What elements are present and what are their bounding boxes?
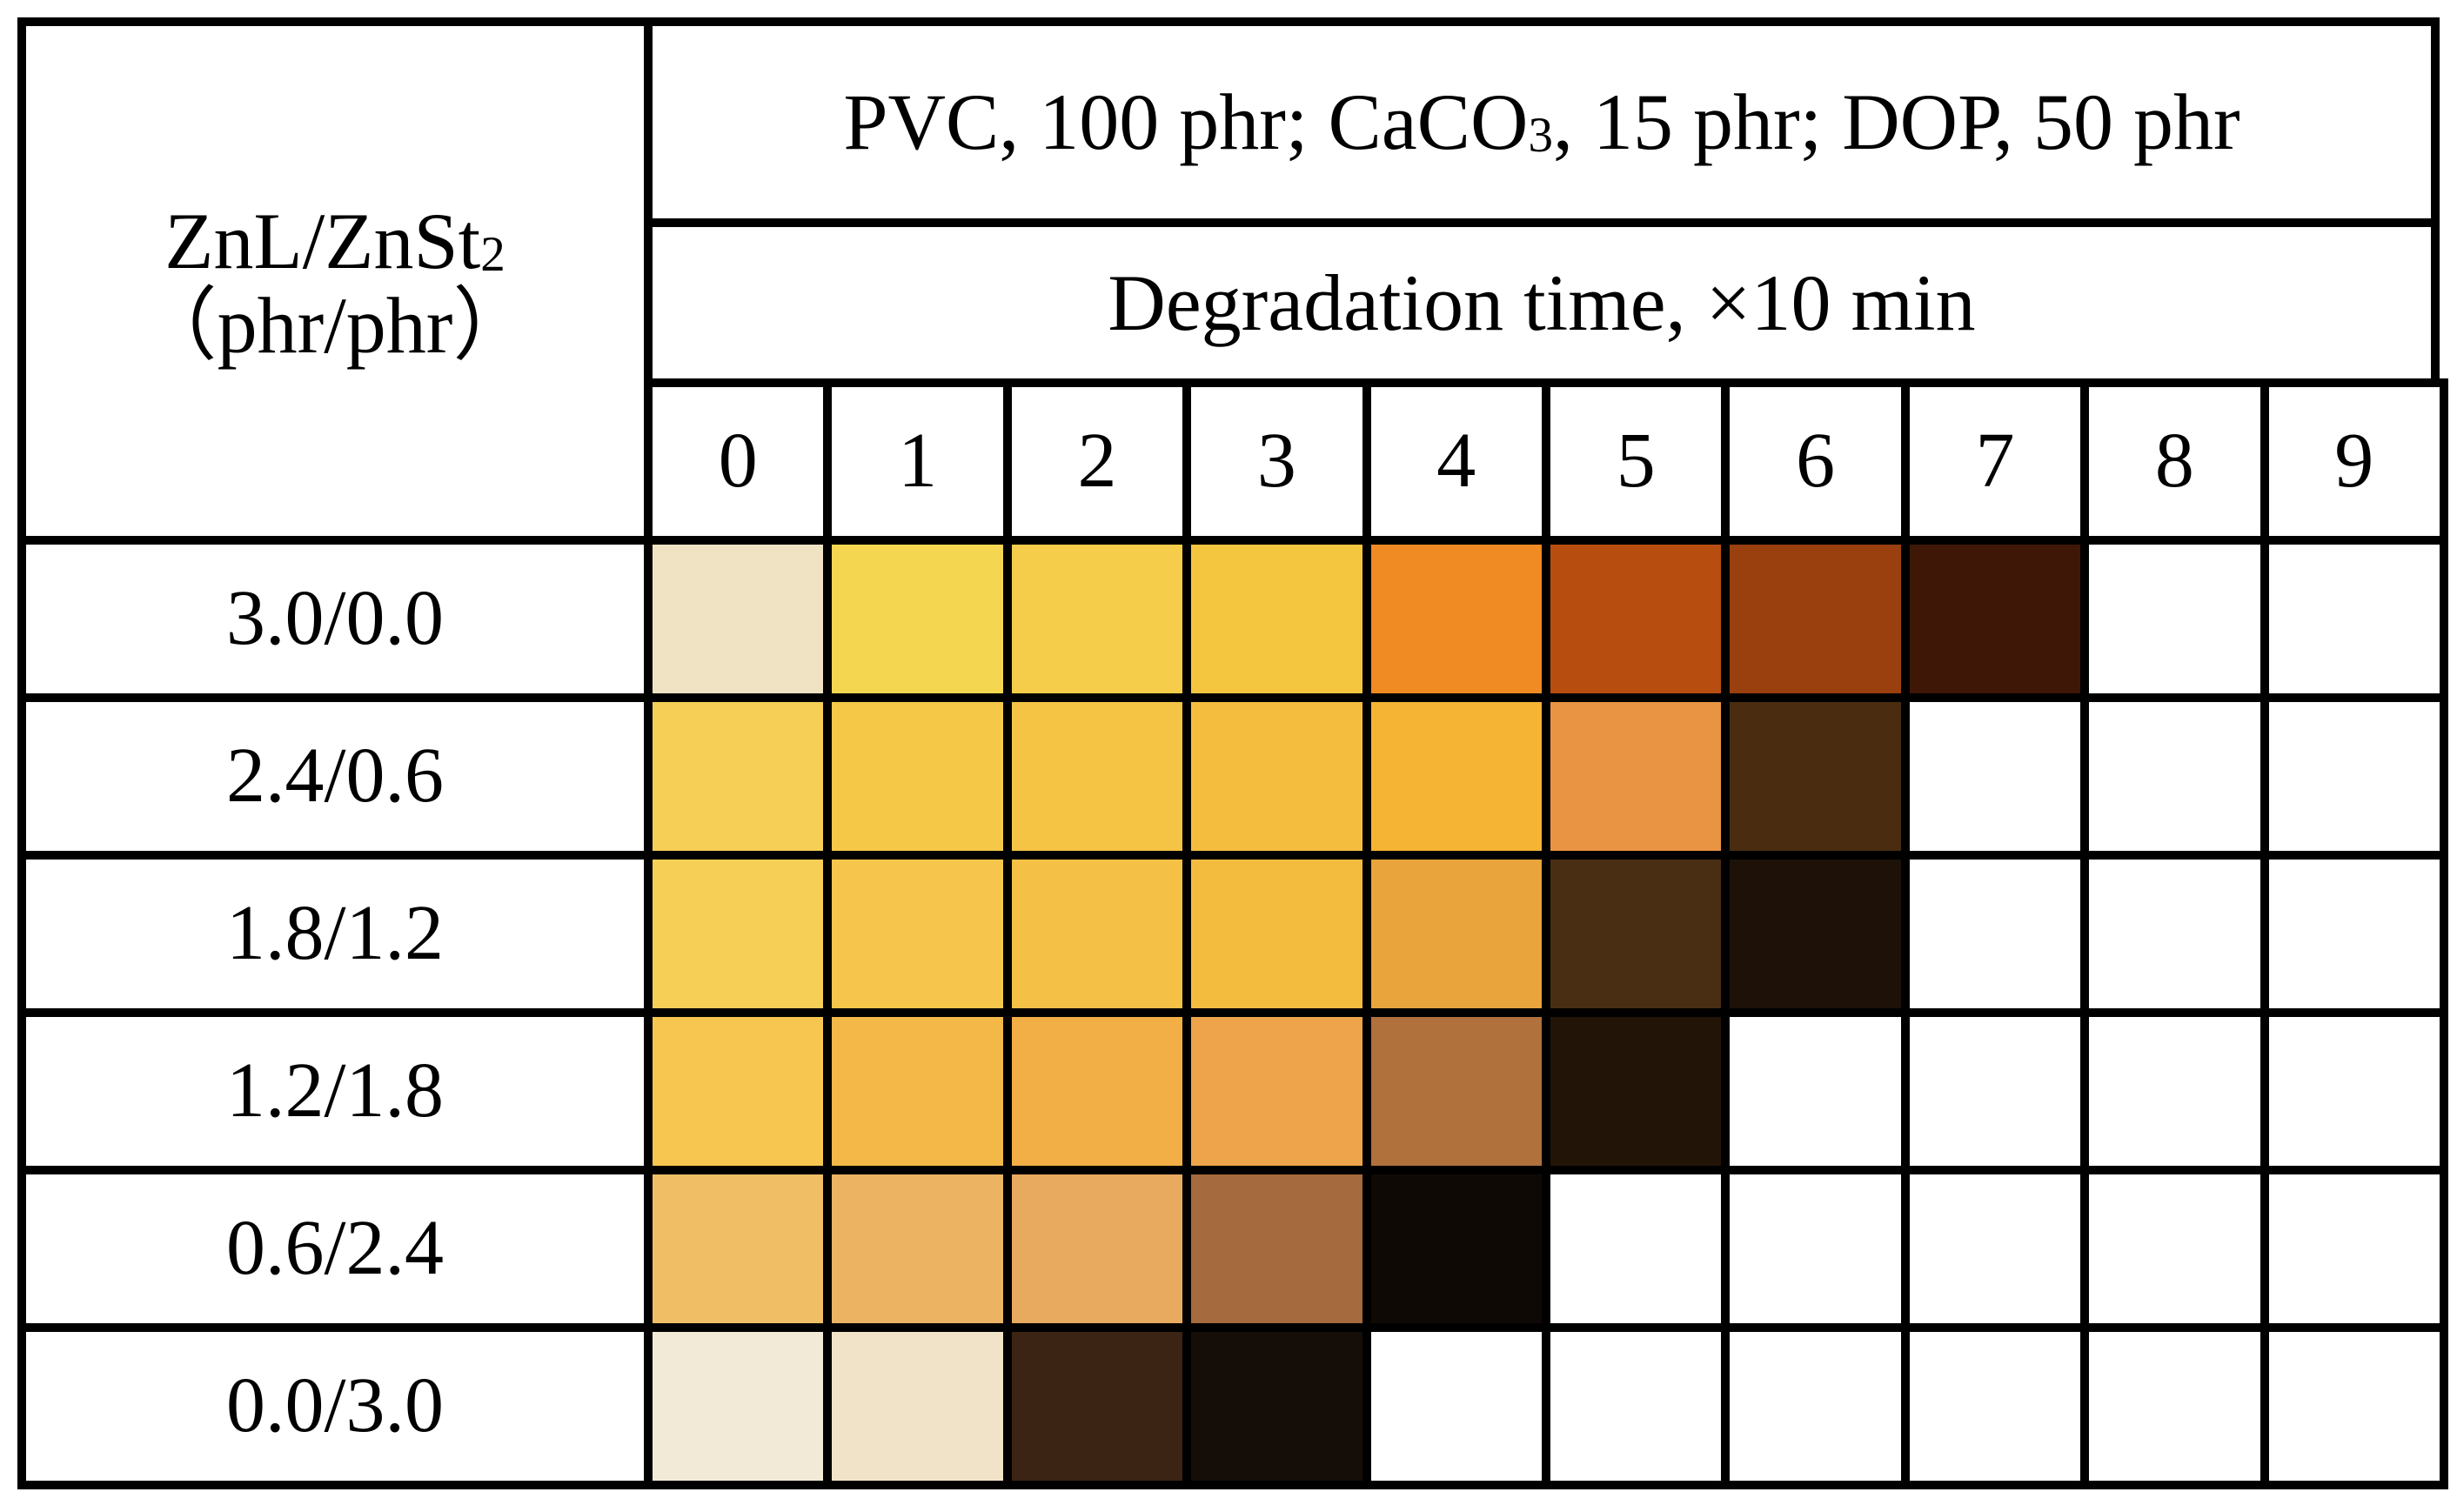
empty-cell bbox=[2260, 1323, 2448, 1489]
empty-cell bbox=[1542, 1323, 1731, 1489]
empty-cell bbox=[1721, 1008, 1910, 1174]
color-swatch bbox=[1721, 851, 1910, 1017]
color-swatch bbox=[644, 851, 833, 1017]
empty-cell bbox=[2080, 536, 2269, 702]
color-swatch bbox=[1721, 693, 1910, 860]
empty-cell bbox=[1900, 1323, 2090, 1489]
row-label-text: ZnL/ZnSt bbox=[164, 196, 481, 285]
color-swatch bbox=[1182, 851, 1371, 1017]
color-swatch bbox=[1362, 1008, 1550, 1174]
color-swatch bbox=[1002, 1166, 1192, 1332]
empty-cell bbox=[1542, 1166, 1731, 1332]
color-swatch bbox=[1002, 693, 1192, 860]
time-column-9: 9 bbox=[2260, 378, 2448, 545]
color-swatch bbox=[1002, 1008, 1192, 1174]
empty-cell bbox=[1900, 1008, 2090, 1174]
empty-cell bbox=[2080, 1166, 2269, 1332]
color-swatch bbox=[1182, 1008, 1371, 1174]
color-swatch bbox=[1002, 851, 1192, 1017]
color-swatch bbox=[823, 1166, 1012, 1332]
time-column-4: 4 bbox=[1362, 378, 1550, 545]
color-swatch bbox=[1182, 693, 1371, 860]
row-label-1.8/1.2: 1.8/1.2 bbox=[17, 851, 653, 1017]
color-swatch bbox=[1182, 1166, 1371, 1332]
empty-cell bbox=[2260, 536, 2448, 702]
row-label-2.4/0.6: 2.4/0.6 bbox=[17, 693, 653, 860]
time-column-2: 2 bbox=[1002, 378, 1192, 545]
empty-cell bbox=[2080, 693, 2269, 860]
color-swatch bbox=[823, 1008, 1012, 1174]
color-swatch bbox=[644, 1166, 833, 1332]
empty-cell bbox=[1721, 1166, 1910, 1332]
color-swatch bbox=[1362, 1166, 1550, 1332]
empty-cell bbox=[2080, 1008, 2269, 1174]
empty-cell bbox=[2260, 851, 2448, 1017]
color-swatch bbox=[1900, 536, 2090, 702]
color-swatch bbox=[1182, 1323, 1371, 1489]
time-column-5: 5 bbox=[1542, 378, 1731, 545]
color-swatch bbox=[1362, 536, 1550, 702]
color-swatch bbox=[823, 693, 1012, 860]
empty-cell bbox=[1900, 851, 2090, 1017]
time-column-3: 3 bbox=[1182, 378, 1371, 545]
color-swatch bbox=[1362, 851, 1550, 1017]
empty-cell bbox=[1900, 693, 2090, 860]
row-label-0.6/2.4: 0.6/2.4 bbox=[17, 1166, 653, 1332]
color-swatch bbox=[823, 851, 1012, 1017]
color-swatch bbox=[1182, 536, 1371, 702]
row-label-0.0/3.0: 0.0/3.0 bbox=[17, 1323, 653, 1489]
row-label-subscript: 2 bbox=[480, 226, 505, 282]
degradation-time-title: Degradation time, ×10 min bbox=[644, 218, 2440, 387]
color-swatch bbox=[1002, 536, 1192, 702]
formulation-subscript: 3 bbox=[1528, 108, 1553, 164]
color-swatch bbox=[1542, 693, 1731, 860]
color-swatch bbox=[823, 536, 1012, 702]
time-column-6: 6 bbox=[1721, 378, 1910, 545]
empty-cell bbox=[2260, 1166, 2448, 1332]
row-label-3.0/0.0: 3.0/0.0 bbox=[17, 536, 653, 702]
color-swatch bbox=[644, 1323, 833, 1489]
time-column-7: 7 bbox=[1900, 378, 2090, 545]
empty-cell bbox=[2080, 1323, 2269, 1489]
formulation-title: PVC, 100 phr; CaCO3, 15 phr; DOP, 50 phr bbox=[644, 17, 2440, 227]
formulation-text-a: PVC, 100 phr; CaCO bbox=[843, 77, 1529, 167]
color-swatch bbox=[1002, 1323, 1192, 1489]
empty-cell bbox=[1362, 1323, 1550, 1489]
time-column-0: 0 bbox=[644, 378, 833, 545]
row-label-units: （phr/phr） bbox=[137, 280, 533, 370]
color-swatch bbox=[1542, 851, 1731, 1017]
color-swatch bbox=[1542, 1008, 1731, 1174]
color-swatch bbox=[823, 1323, 1012, 1489]
empty-cell bbox=[1900, 1166, 2090, 1332]
color-swatch bbox=[644, 536, 833, 702]
empty-cell bbox=[1721, 1323, 1910, 1489]
color-swatch bbox=[1721, 536, 1910, 702]
color-swatch bbox=[644, 1008, 833, 1174]
degradation-time-text: Degradation time, ×10 min bbox=[1108, 258, 1976, 347]
time-column-8: 8 bbox=[2080, 378, 2269, 545]
color-swatch bbox=[1362, 693, 1550, 860]
row-label-header: ZnL/ZnSt2 （phr/phr） bbox=[17, 17, 653, 549]
empty-cell bbox=[2260, 1008, 2448, 1174]
row-label-1.2/1.8: 1.2/1.8 bbox=[17, 1008, 653, 1174]
color-swatch bbox=[1542, 536, 1731, 702]
formulation-text-b: , 15 phr; DOP, 50 phr bbox=[1553, 77, 2240, 167]
time-column-1: 1 bbox=[823, 378, 1012, 545]
empty-cell bbox=[2080, 851, 2269, 1017]
color-swatch bbox=[644, 693, 833, 860]
empty-cell bbox=[2260, 693, 2448, 860]
